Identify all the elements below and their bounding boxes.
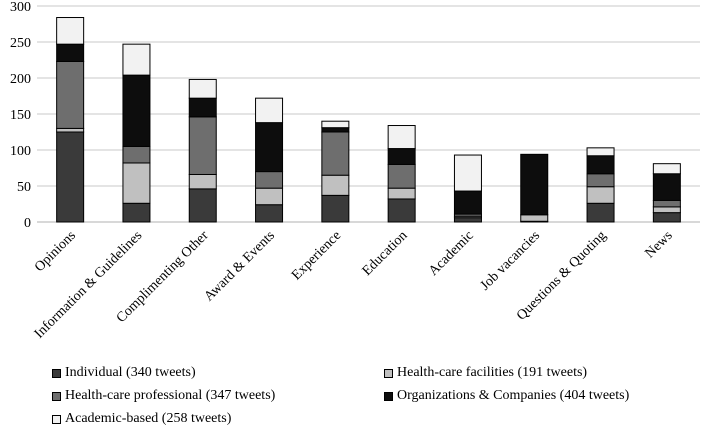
legend-swatch (52, 391, 61, 401)
bar-segment (122, 162, 151, 204)
bar-segment (586, 147, 615, 157)
y-tick-label: 0 (24, 216, 31, 231)
bar-segment (255, 97, 284, 124)
bar-segment (387, 148, 416, 165)
y-tick-label: 50 (17, 180, 31, 195)
bar-segment (255, 187, 284, 206)
bars (56, 17, 681, 223)
bar-segment (188, 78, 217, 99)
bar-segment (188, 116, 217, 175)
bar-segment (520, 153, 549, 216)
bar-segment (453, 217, 482, 223)
y-tick-label: 300 (10, 0, 31, 15)
legend-label: Academic-based (258 tweets) (65, 411, 232, 426)
bar-segment (652, 212, 681, 223)
y-tick-label: 150 (10, 108, 31, 123)
x-tick-label: Award & Events (202, 228, 278, 304)
bar-segment (255, 204, 284, 223)
x-tick-label: Education (360, 228, 411, 279)
legend-label: Health-care facilities (191 tweets) (397, 365, 588, 380)
legend-label: Individual (340 tweets) (65, 365, 196, 380)
y-tick-label: 200 (10, 72, 31, 87)
bar-segment (255, 122, 284, 173)
x-tick-label: Job vacancies (478, 228, 543, 293)
bar-segment (56, 127, 85, 133)
legend-item: Health-care facilities (191 tweets) (384, 365, 587, 381)
legend-swatch (384, 368, 393, 378)
x-tick-label: News (643, 228, 676, 261)
x-tick-label: Experience (289, 228, 344, 283)
x-tick-label: Academic (426, 228, 477, 279)
bar-segment (387, 125, 416, 150)
bar-segment (188, 173, 217, 190)
bar-segment (387, 163, 416, 189)
legend-item: Health-care professional (347 tweets) (52, 388, 275, 404)
bar-segment (652, 199, 681, 208)
legend-item: Organizations & Companies (404 tweets) (384, 388, 629, 404)
bar-segment (652, 173, 681, 201)
legend-swatch (52, 414, 61, 424)
bar-segment (387, 187, 416, 200)
bar-segment (56, 43, 85, 62)
bar-segment (453, 154, 482, 192)
y-tick-label: 100 (10, 144, 31, 159)
bar-segment (255, 171, 284, 189)
bar-segment (122, 74, 151, 147)
bar-segment (122, 202, 151, 223)
legend-label: Organizations & Companies (404 tweets) (397, 388, 630, 403)
legend-swatch (384, 391, 393, 401)
x-tick-label: Opinions (32, 228, 79, 275)
bar-segment (188, 97, 217, 118)
legend-swatch (52, 368, 61, 378)
bar-segment (453, 190, 482, 215)
bar-segment (56, 60, 85, 129)
x-tick-label: Information & Guidelines (32, 228, 145, 341)
bar-segment (520, 214, 549, 222)
bar-segment (122, 145, 151, 164)
y-tick-label: 250 (10, 36, 31, 51)
bar-segment (586, 186, 615, 204)
bar-segment (321, 131, 350, 176)
y-axis: 0 50 100 150 200 250 300 (10, 0, 31, 231)
bar-segment (387, 198, 416, 223)
bar-segment (321, 120, 350, 129)
bar-segment (652, 206, 681, 214)
bar-segment (321, 127, 350, 133)
legend-item: Academic-based (258 tweets) (52, 411, 231, 427)
bar-segment (188, 188, 217, 223)
bar-segment (586, 202, 615, 223)
bar-segment (321, 174, 350, 196)
bar-segment (652, 163, 681, 175)
bar-segment (56, 131, 85, 223)
bar-segment (586, 155, 615, 175)
legend-label: Health-care professional (347 tweets) (65, 388, 276, 403)
bar-segment (56, 17, 85, 45)
bar-segment (122, 43, 151, 76)
bar-segment (321, 194, 350, 223)
legend-item: Individual (340 tweets) (52, 365, 196, 381)
bar-segment (586, 173, 615, 188)
